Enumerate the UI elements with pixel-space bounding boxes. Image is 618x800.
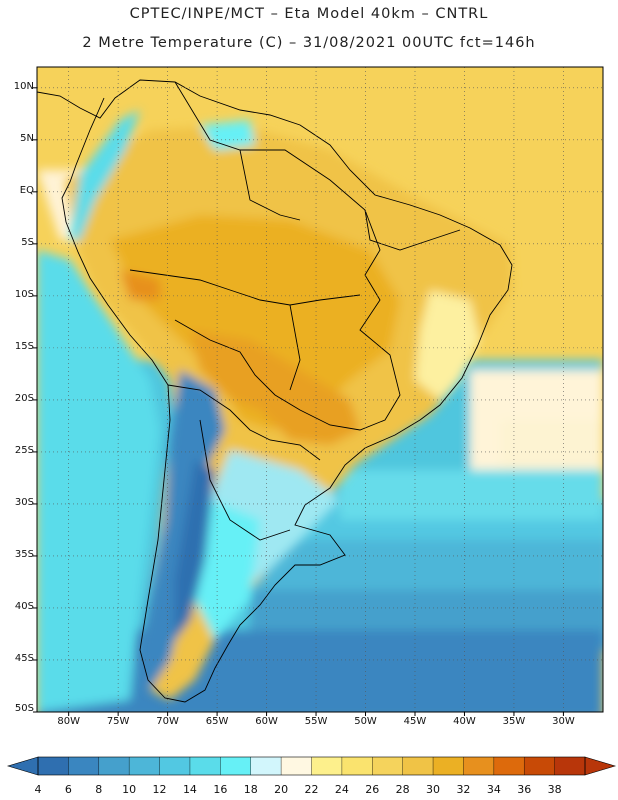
colorbar-label: 14: [182, 783, 197, 796]
colorbar-segment: [129, 757, 161, 775]
colorbar-label: 12: [152, 783, 167, 796]
colorbar-segment: [281, 757, 312, 775]
colorbar-label: 38: [547, 783, 562, 796]
colorbar-segment: [189, 757, 221, 775]
map-title-line-2: 2 Metre Temperature (C) – 31/08/2021 00U…: [82, 35, 536, 51]
colorbar-label: 26: [365, 783, 380, 796]
lon-label: 45W: [403, 716, 427, 727]
colorbar-segment: [250, 757, 282, 775]
colorbar-label: 22: [304, 783, 319, 796]
axis-ticks: [33, 87, 564, 716]
colorbar-segment: [220, 757, 252, 775]
colorbar: [6, 756, 617, 776]
colorbar-segment: [38, 757, 69, 775]
colorbar-label: 34: [486, 783, 501, 796]
lat-label: 20S: [14, 392, 34, 404]
colorbar-segment: [372, 757, 404, 775]
lat-label: 30S: [14, 496, 34, 508]
lon-label: 80W: [57, 716, 80, 727]
colorbar-label: 8: [95, 783, 103, 796]
lat-label: 35S: [14, 548, 34, 560]
lat-label: 10S: [14, 288, 34, 300]
colorbar-segment: [159, 757, 191, 775]
map-frame: [36, 66, 604, 713]
colorbar-segment: [554, 757, 586, 775]
colorbar-segment: [433, 757, 464, 775]
colorbar-label: 16: [213, 783, 228, 796]
colorbar-segment: [402, 757, 434, 775]
lon-label: 40W: [453, 716, 476, 727]
lon-label: 30W: [552, 716, 575, 727]
colorbar-label: 4: [34, 783, 42, 796]
lat-label: 15S: [14, 340, 34, 352]
colorbar-label: 24: [334, 783, 349, 796]
lat-label: 40S: [14, 600, 34, 612]
colorbar-segment: [311, 757, 343, 775]
lat-label: EQ: [19, 184, 34, 196]
lon-label: 35W: [502, 716, 526, 727]
colorbar-label: 28: [395, 783, 410, 796]
lat-label: 45S: [14, 652, 34, 664]
colorbar-label: 10: [122, 783, 137, 796]
lat-label: 10N: [13, 80, 34, 92]
lon-label: 75W: [106, 716, 130, 727]
colorbar-label: 6: [64, 783, 72, 796]
colorbar-label: 18: [243, 783, 258, 796]
colorbar-segment: [524, 757, 556, 775]
colorbar-segment: [68, 757, 100, 775]
lat-label: 25S: [14, 444, 34, 456]
lon-label: 60W: [255, 716, 278, 727]
colorbar-segment: [463, 757, 495, 775]
coastline-borders: [37, 79, 513, 703]
colorbar-label: 20: [274, 783, 289, 796]
lon-label: 55W: [304, 716, 328, 727]
colorbar-label: 36: [517, 783, 532, 796]
map-title-line-1: CPTEC/INPE/MCT – Eta Model 40km – CNTRL: [129, 6, 489, 22]
colorbar-segment: [493, 757, 525, 775]
colorbar-segment: [341, 757, 373, 775]
lon-label: 50W: [354, 716, 377, 727]
lon-label: 70W: [156, 716, 179, 727]
colorbar-under-arrow: [6, 756, 39, 776]
lat-label: 50S: [14, 703, 34, 714]
lat-label: 5S: [21, 236, 34, 248]
lat-label: 5N: [20, 132, 34, 144]
colorbar-over-arrow: [584, 756, 617, 776]
temperature-field: [37, 67, 603, 712]
colorbar-label: 32: [456, 783, 471, 796]
colorbar-label: 30: [426, 783, 441, 796]
lon-label: 65W: [205, 716, 229, 727]
colorbar-segment: [98, 757, 130, 775]
